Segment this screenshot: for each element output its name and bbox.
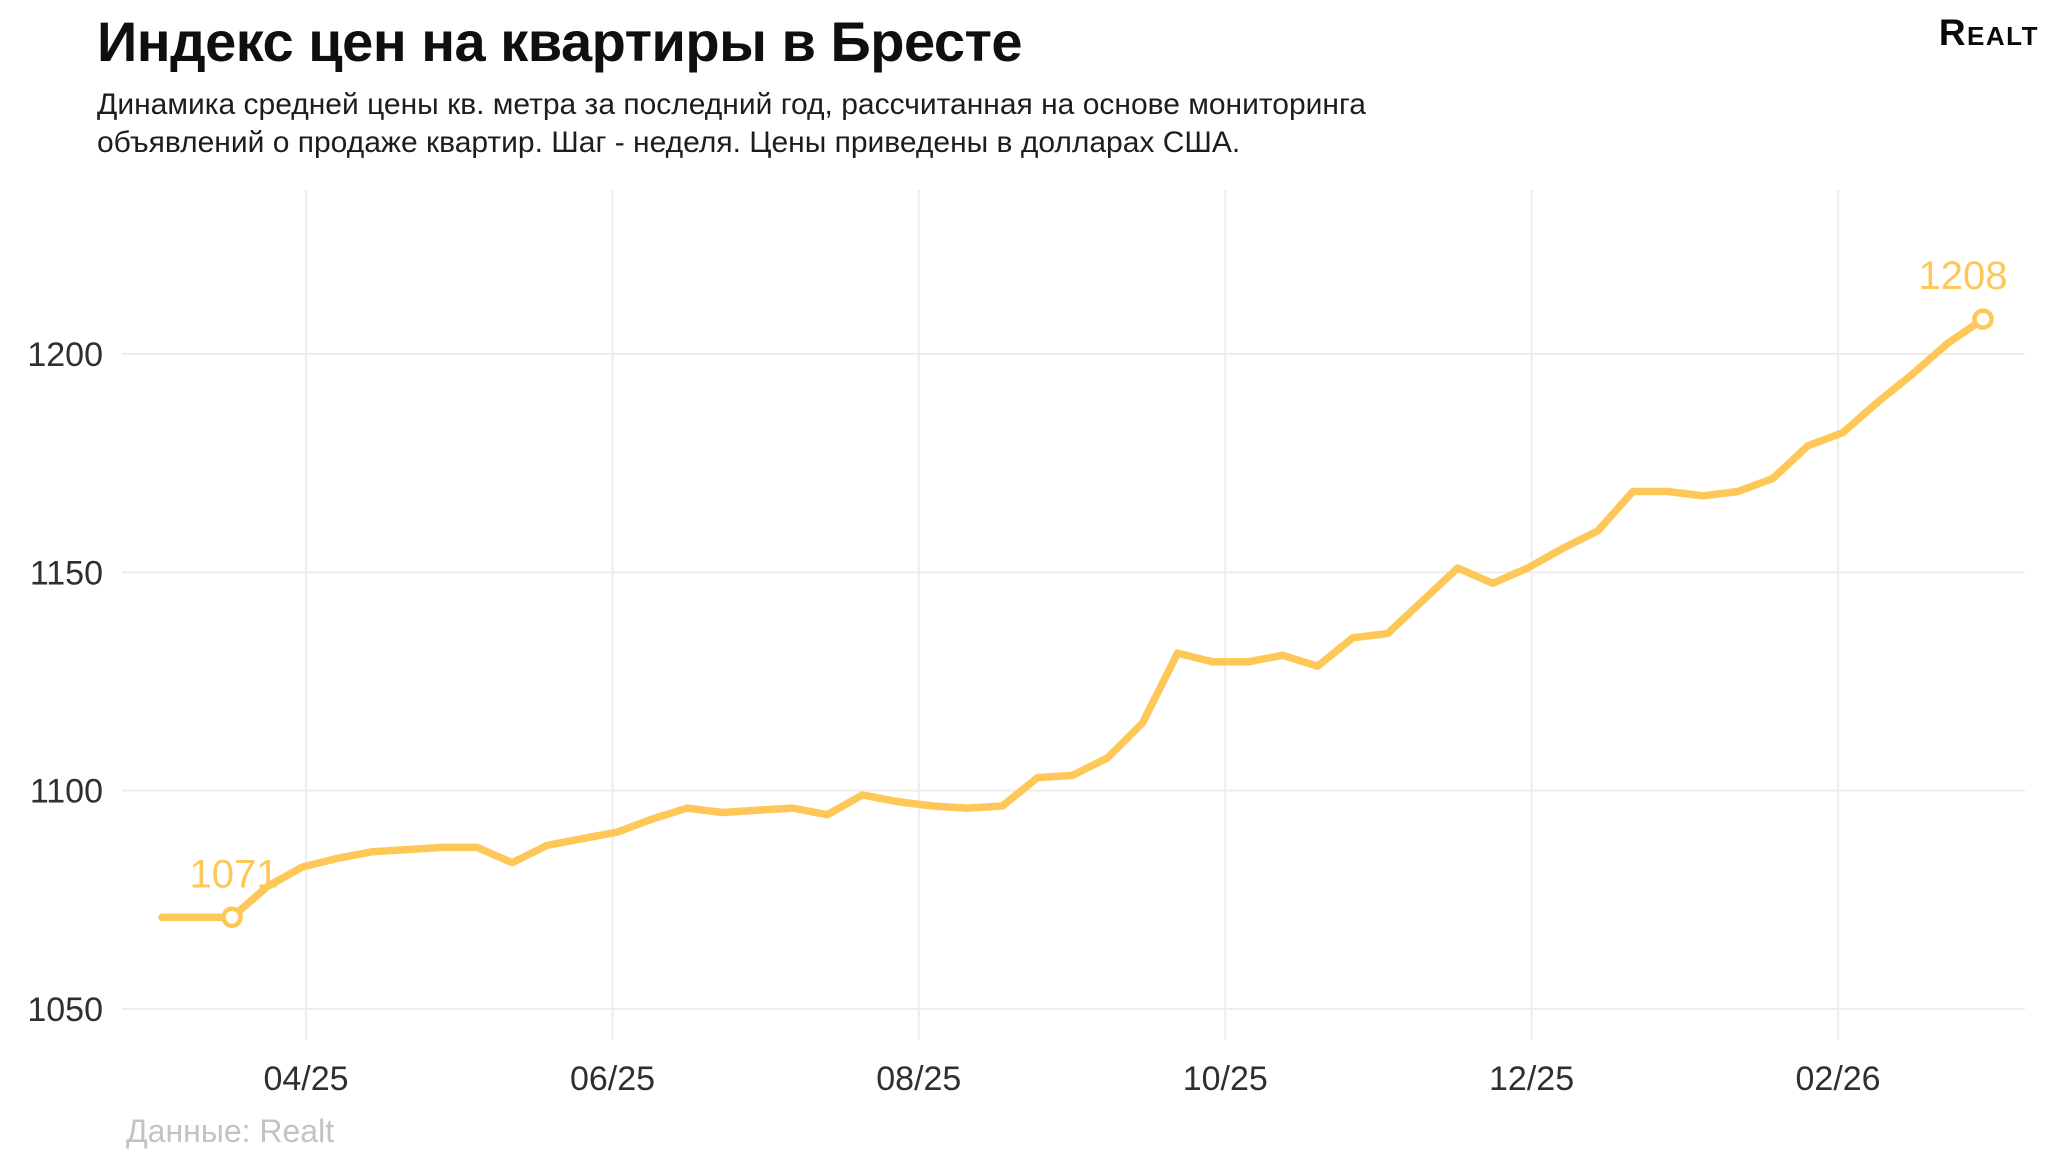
data-point-marker [1972,308,1994,330]
price-line [158,315,1987,922]
y-tick-label: 1150 [30,554,103,592]
x-tick-label: 08/25 [876,1060,961,1098]
x-tick-label: 02/26 [1796,1060,1881,1098]
y-tick-label: 1200 [27,336,103,374]
x-tick-label: 12/25 [1489,1060,1574,1098]
page-subtitle: Динамика средней цены кв. метра за после… [97,86,1366,162]
data-point-label: 1071 [190,852,279,896]
x-tick-label: 10/25 [1183,1060,1268,1098]
page-title: Индекс цен на квартиры в Бресте [97,10,1023,73]
data-source-caption: Данные: Realt [126,1113,335,1149]
subtitle-line-1: Динамика средней цены кв. метра за после… [97,88,1366,121]
realt-logo: Realt [1938,12,2039,53]
x-tick-label: 06/25 [570,1060,655,1098]
data-point-label: 1208 [1919,254,2008,298]
subtitle-line-2: объявлений о продаже квартир. Шаг - неде… [97,126,1241,159]
y-tick-label: 1050 [27,991,103,1029]
data-point-marker [221,906,243,929]
x-tick-label: 04/25 [263,1060,348,1098]
y-tick-label: 1100 [30,773,103,811]
